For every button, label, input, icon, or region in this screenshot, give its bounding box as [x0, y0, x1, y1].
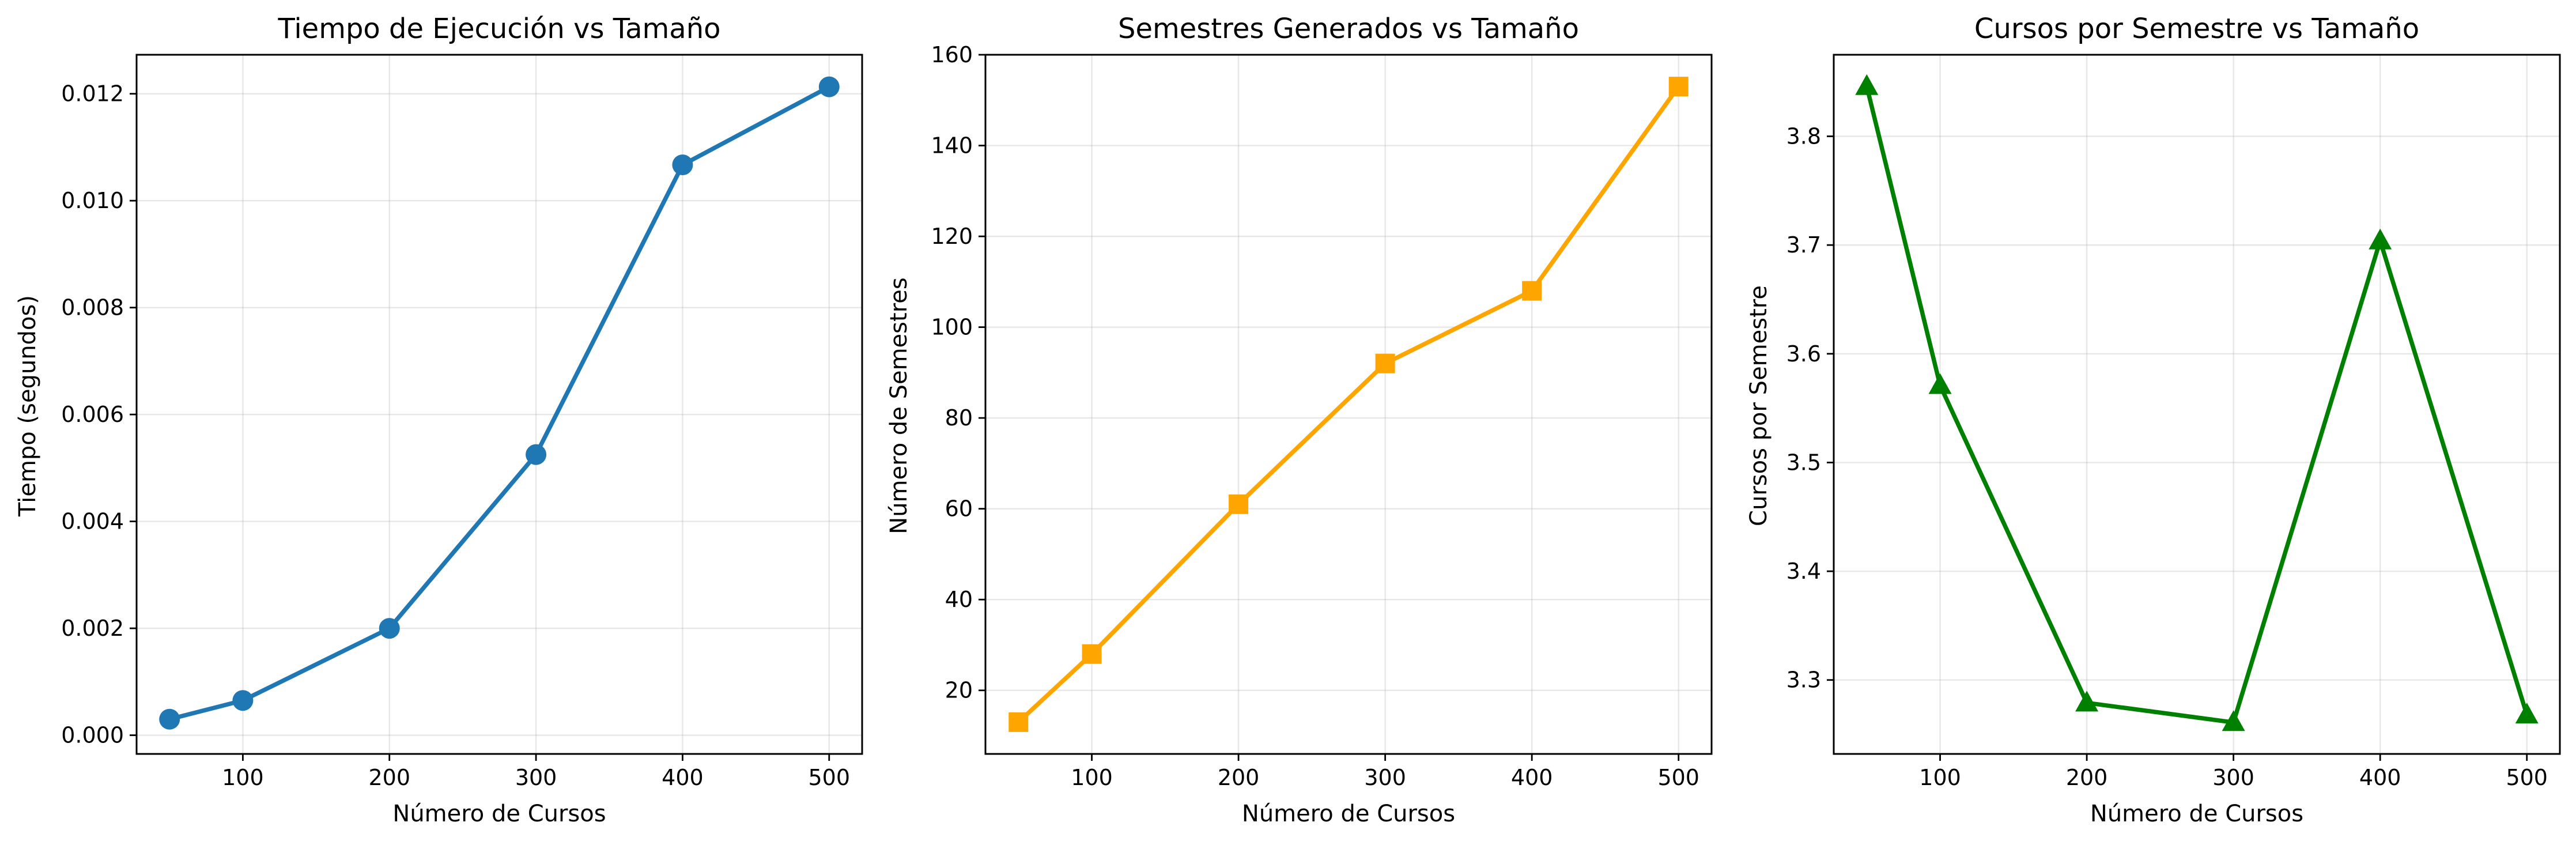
- chart-1-xtick-label-1: 200: [368, 765, 410, 790]
- chart-2-axes-frame: [984, 54, 1713, 755]
- chart-3-xtick-label-2: 300: [2212, 765, 2254, 790]
- chart-2-series-line: [1017, 85, 1680, 724]
- chart-3-ylabel: Cursos por Semestre: [1746, 285, 1772, 526]
- chart-2-point-5: [1668, 77, 1689, 97]
- chart-1-ytick-label-2: 0.004: [61, 509, 124, 534]
- chart-3-point-5: [2515, 703, 2539, 724]
- chart-3-axes-frame: [1833, 54, 2561, 755]
- chart-3-point-1: [1928, 373, 1952, 394]
- chart-1-ytick-label-0: 0.000: [61, 723, 124, 748]
- chart-2-title: Semestres Generados vs Tamaño: [1118, 13, 1579, 45]
- chart-panel-2: Semestres Generados vs Tamaño Número de …: [886, 13, 1713, 827]
- chart-2-point-2: [1229, 494, 1249, 514]
- chart-3-xlabel: Número de Cursos: [2090, 801, 2303, 827]
- chart-2-xtick-label-0: 100: [1071, 765, 1113, 790]
- chart-3-point-4: [2369, 228, 2392, 250]
- chart-3-ytick-label-3: 3.6: [1786, 341, 1821, 367]
- chart-1-point-1: [232, 690, 254, 711]
- chart-2-xtick-label-3: 400: [1511, 765, 1553, 790]
- chart-2-ytick-label-4: 100: [931, 315, 973, 340]
- chart-1-title: Tiempo de Ejecución vs Tamaño: [277, 13, 720, 45]
- chart-3-title: Cursos por Semestre vs Tamaño: [1974, 13, 2419, 45]
- chart-2-ytick-label-0: 20: [945, 678, 973, 703]
- chart-2-point-1: [1082, 644, 1102, 664]
- chart-2-point-0: [1009, 712, 1029, 732]
- chart-1-xtick-label-3: 400: [662, 765, 704, 790]
- chart-1-xtick-label-4: 500: [809, 765, 851, 790]
- chart-panel-1: Tiempo de Ejecución vs Tamaño Número de …: [14, 13, 863, 827]
- chart-2-ytick-label-3: 80: [945, 405, 973, 431]
- chart-3-ytick-label-0: 3.3: [1786, 667, 1821, 693]
- chart-1-point-2: [379, 618, 400, 639]
- chart-1-ytick-label-4: 0.008: [61, 295, 124, 320]
- chart-3-xtick-label-4: 500: [2506, 765, 2548, 790]
- chart-2-xtick-label-1: 200: [1218, 765, 1260, 790]
- chart-2-xlabel: Número de Cursos: [1242, 801, 1455, 827]
- chart-3-point-3: [2222, 710, 2245, 731]
- chart-3-ytick-label-1: 3.4: [1786, 559, 1821, 584]
- chart-panel-3: Cursos por Semestre vs Tamaño Número de …: [1746, 13, 2561, 827]
- chart-1-ytick-label-5: 0.010: [61, 188, 124, 213]
- chart-2-point-4: [1522, 281, 1542, 301]
- chart-2-ytick-label-7: 160: [931, 42, 973, 67]
- chart-1-xtick-label-2: 300: [515, 765, 557, 790]
- chart-2-xtick-label-4: 500: [1657, 765, 1699, 790]
- chart-1-series-line: [169, 85, 830, 722]
- chart-3-point-2: [2075, 691, 2099, 712]
- chart-1-axes-frame: [135, 54, 863, 755]
- chart-1-point-3: [526, 444, 547, 465]
- chart-2-xtick-label-2: 300: [1364, 765, 1406, 790]
- chart-2-ytick-label-5: 120: [931, 224, 973, 249]
- chart-1-ytick-label-3: 0.006: [61, 402, 124, 427]
- chart-1-xtick-label-0: 100: [222, 765, 264, 790]
- chart-1-xlabel: Número de Cursos: [392, 801, 606, 827]
- chart-3-ytick-label-4: 3.7: [1786, 232, 1821, 258]
- chart-1-point-4: [672, 154, 693, 176]
- chart-3-ytick-label-5: 3.8: [1786, 123, 1821, 149]
- chart-2-ytick-label-2: 60: [945, 496, 973, 522]
- chart-3-xtick-label-1: 200: [2066, 765, 2108, 790]
- chart-1-point-0: [159, 708, 180, 730]
- chart-3-series-line: [1864, 85, 2529, 725]
- chart-2-ylabel: Número de Semestres: [886, 277, 912, 534]
- chart-1-ytick-label-6: 0.012: [61, 81, 124, 107]
- chart-3-point-0: [1855, 74, 1879, 95]
- chart-1-point-5: [818, 76, 840, 97]
- chart-3-xtick-label-3: 400: [2359, 765, 2401, 790]
- chart-2-ytick-label-1: 40: [945, 587, 973, 612]
- chart-1-ytick-label-1: 0.002: [61, 616, 124, 641]
- chart-2-point-3: [1375, 353, 1395, 374]
- chart-3-xtick-label-0: 100: [1919, 765, 1961, 790]
- chart-3-ytick-label-2: 3.5: [1786, 450, 1821, 475]
- chart-2-ytick-label-6: 140: [931, 133, 973, 159]
- chart-1-ylabel: Tiempo (segundos): [14, 295, 41, 517]
